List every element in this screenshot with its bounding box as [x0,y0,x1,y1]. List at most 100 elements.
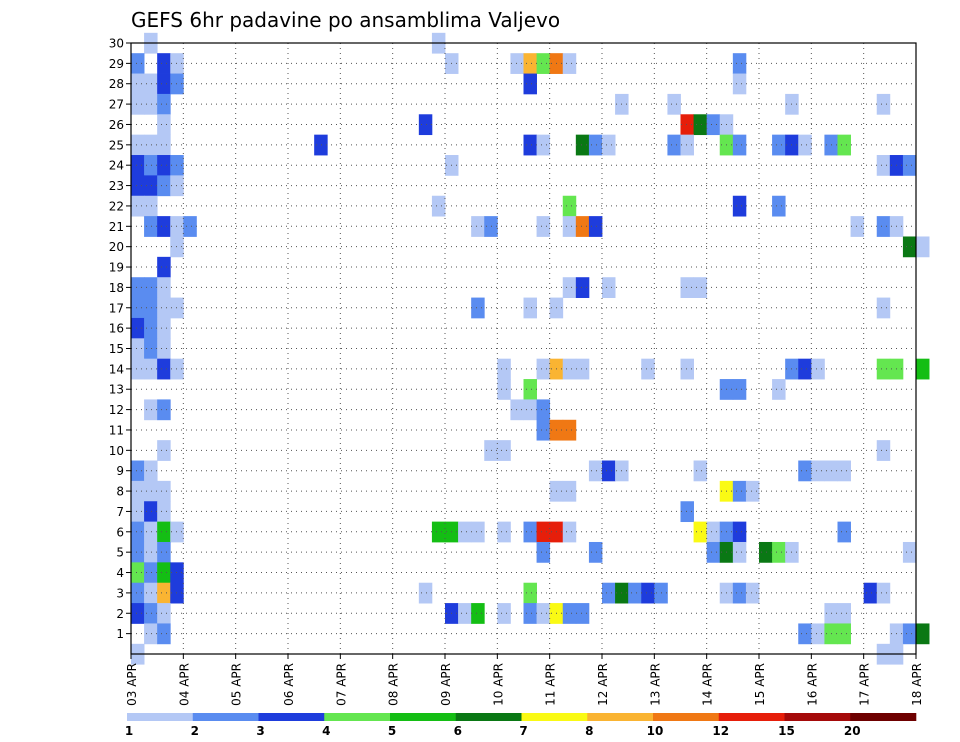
heatmap-cell [418,582,433,604]
heatmap-cell [131,155,145,176]
heatmap-cell [837,623,851,645]
x-tick-label: 14 APR [701,663,715,706]
heatmap-cell [641,582,655,604]
heatmap-cell [837,460,851,482]
heatmap-cell [144,541,158,563]
heatmap-cell [523,53,537,74]
heatmap-cell [471,603,485,624]
legend-label: 3 [256,724,264,738]
heatmap-cell [837,521,851,543]
x-tick-label: 10 APR [491,663,505,706]
legend-label: 2 [191,724,199,738]
heatmap-cell [144,317,158,339]
heatmap-cell [562,53,577,74]
y-tick-label: 25 [109,138,124,152]
heatmap-cell [144,358,158,380]
heatmap-cell [575,603,590,624]
heatmap-cell [157,175,171,197]
heatmap-cell [916,623,930,645]
heatmap-cell [523,379,537,400]
heatmap-cell [876,440,891,461]
heatmap-cell [131,501,145,523]
heatmap-cell [732,480,747,502]
heatmap-cell [798,134,812,156]
x-tick-label: 16 APR [805,663,819,706]
heatmap-cell [902,236,917,258]
heatmap-cell [837,134,851,156]
heatmap-cell [157,73,171,95]
heatmap-cell [536,603,551,624]
heatmap-cell [157,277,171,298]
heatmap-cell [157,562,171,584]
heatmap-cell [157,114,171,136]
x-tick-label: 09 APR [439,663,453,706]
heatmap-cell [536,134,551,156]
heatmap-cells [131,32,930,665]
heatmap-cell [680,134,694,156]
y-tick-label: 1 [116,627,124,641]
heatmap-cell [863,582,878,604]
heatmap-cell [562,419,577,441]
y-tick-label: 26 [109,118,124,132]
heatmap-cell [131,317,145,339]
x-tick-label: 03 APR [125,663,139,706]
heatmap-cell [131,603,145,624]
heatmap-cell [732,73,747,95]
y-tick-label: 23 [109,179,124,193]
heatmap-cell [732,134,747,156]
heatmap-cell [876,297,891,319]
y-tick-label: 30 [109,37,124,51]
heatmap-cell [144,603,158,624]
legend-label: 5 [388,724,396,738]
legend-label: 1 [125,724,133,738]
x-tick-label: 07 APR [334,663,348,706]
heatmap-cell [131,134,145,156]
heatmap-cell [588,460,603,482]
heatmap-cell [772,379,786,400]
heatmap-cell [602,582,616,604]
heatmap-cell [144,175,158,197]
heatmap-cell [876,93,891,115]
heatmap-cell [497,358,511,380]
heatmap-cell [157,317,171,339]
heatmap-cell [745,582,760,604]
legend-swatch [587,713,654,721]
heatmap-cell [523,73,537,95]
heatmap-cell [131,521,145,543]
heatmap-cell [902,623,917,645]
heatmap-cell [523,521,537,543]
heatmap-cell [157,501,171,523]
heatmap-cell [811,460,825,482]
heatmap-cell [562,603,577,624]
heatmap-cell [602,134,616,156]
heatmap-cell [131,358,145,380]
heatmap-cell [902,155,917,176]
heatmap-cell [144,623,158,645]
x-tick-label: 08 APR [387,663,401,706]
heatmap-cell [471,521,485,543]
y-tick-label: 28 [109,77,124,91]
heatmap-cell [680,501,694,523]
y-tick-label: 4 [116,566,124,580]
heatmap-cell [510,53,524,74]
heatmap-cell [706,114,721,136]
heatmap-cell [628,582,642,604]
heatmap-cell [693,277,708,298]
heatmap-cell [536,53,551,74]
heatmap-cell [144,399,158,421]
heatmap-cell [680,358,694,380]
heatmap-cell [916,358,930,380]
heatmap-cell [484,440,498,461]
heatmap-cell [523,603,537,624]
heatmap-cell [157,521,171,543]
heatmap-cell [144,134,158,156]
heatmap-cell [536,541,551,563]
heatmap-cell [562,195,577,217]
heatmap-cell [131,338,145,360]
heatmap-cell [131,277,145,298]
heatmap-cell [759,541,773,563]
y-tick-label: 14 [109,362,124,376]
heatmap-cell [876,582,891,604]
heatmap-cell [497,603,511,624]
y-tick-label: 2 [116,607,124,621]
